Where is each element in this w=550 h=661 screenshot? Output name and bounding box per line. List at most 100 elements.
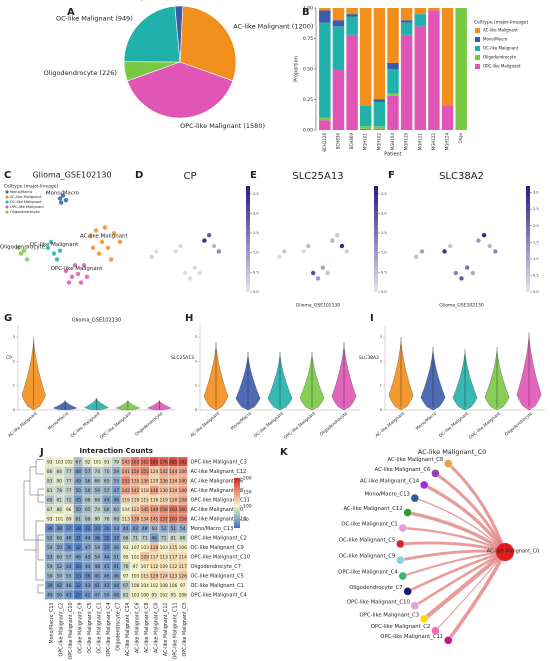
point (99, 239, 105, 245)
cell-label: 136 (141, 478, 149, 484)
colorbar-tick-label: 1.5 (533, 240, 539, 244)
point (330, 238, 335, 243)
x-tick-label: MGH104 (390, 133, 395, 151)
point (216, 249, 221, 254)
colorbar (246, 186, 250, 292)
legend-label: Oligodendrocyte (10, 210, 40, 214)
cell-label: 49 (85, 554, 91, 560)
cell-label: 48 (66, 583, 72, 589)
legend-label: OPC-like Malignant (10, 205, 44, 209)
bar-segment (387, 62, 399, 69)
cell-label: 45 (95, 573, 101, 579)
x-tick-label: Mono/Macro (47, 410, 70, 430)
legend-swatch (475, 37, 480, 42)
cell-label: 128 (169, 497, 177, 503)
point (464, 265, 470, 270)
cell-label: 120 (150, 478, 158, 484)
cell-label: 68 (85, 497, 91, 503)
x-tick-label: AC-like Malignant (374, 410, 405, 437)
cell-label: 46 (114, 497, 120, 503)
cell-label: 112 (150, 564, 158, 570)
cell-label: 68 (95, 497, 101, 503)
x-tick-label: AC-like Malignant (189, 410, 220, 437)
point (149, 254, 154, 259)
legend-label: Mono/Macro (483, 37, 508, 42)
cell-label: 181 (179, 459, 187, 465)
cell-label: 65 (104, 478, 110, 484)
point (453, 270, 459, 276)
cell-label: 106 (179, 592, 187, 598)
point (63, 268, 69, 274)
row-label: AC-like Malignant_C14 (191, 516, 247, 522)
cell-label: 113 (160, 554, 168, 560)
point (48, 239, 54, 245)
cell-label: 101 (93, 459, 101, 465)
edge (446, 551, 507, 642)
cell-label: 52 (57, 564, 63, 570)
cell-label: 50 (76, 507, 82, 513)
cell-label: 81 (57, 497, 63, 503)
cell-label: 76 (104, 516, 110, 522)
colorbar-tick-label: 0.0 (253, 290, 259, 294)
panel-letter: G (4, 313, 12, 324)
cell-label: 77 (66, 478, 72, 484)
chart-title: CP (183, 171, 196, 182)
legend-label: OC-like Malignant (483, 46, 519, 51)
bar-segment (400, 22, 413, 35)
cell-label: 33 (76, 573, 82, 579)
bar-segment (400, 8, 413, 21)
cell-label: 80 (95, 516, 101, 522)
x-tick-label: BCH869 (349, 133, 354, 150)
point (69, 274, 75, 279)
y-tick-label: 0.00 (303, 128, 313, 134)
cell-label: 51 (114, 554, 120, 560)
edge (407, 550, 506, 593)
column-label: OPC-like Malignant_C4 (106, 603, 112, 657)
bar-segment (400, 20, 413, 23)
point (72, 263, 78, 268)
cell-label: 71 (161, 535, 167, 541)
cell-label: 135 (131, 478, 139, 484)
edge (402, 526, 506, 554)
cell-label: 141 (122, 469, 130, 475)
colorbar-tick-label: 0.5 (253, 270, 259, 274)
cell-label: 102 (65, 459, 73, 465)
x-tick-label: Oligodendrocyte (134, 410, 164, 436)
cell-label: 93 (47, 459, 53, 465)
cell-label: 134 (169, 478, 177, 484)
node (396, 539, 405, 549)
cell-label: 138 (179, 497, 187, 503)
row-label: OC-like Malignant_C9 (191, 545, 244, 551)
column-label: AC-like Malignant_C12 (163, 603, 169, 657)
cell-label: 36 (66, 545, 72, 551)
cell-label: 117 (169, 554, 177, 560)
cell-label: 67 (76, 459, 82, 465)
point (60, 193, 66, 198)
y-tick-label: 2 (380, 359, 382, 363)
cell-label: 48 (114, 592, 120, 598)
panel-letter: E (250, 170, 257, 181)
point (87, 234, 93, 239)
node (396, 555, 405, 565)
cell-label: 77 (66, 488, 72, 494)
cell-label: 106 (179, 545, 187, 551)
cell-label: 44 (66, 564, 72, 570)
cell-label: 113 (122, 516, 130, 522)
cell-label: 72 (66, 497, 72, 503)
node (431, 626, 440, 635)
column-label: OC-like Malignant_C1 (96, 603, 102, 654)
node-label: AC-like Malignant_C6 (375, 467, 431, 473)
cell-label: 43 (66, 592, 72, 598)
cell-label: 37 (66, 526, 72, 532)
cell-label: 185 (169, 459, 177, 465)
cell-label: 49 (47, 592, 53, 598)
cell-label: 126 (179, 573, 187, 579)
x-tick-label: OC-like Malignant (69, 410, 101, 438)
y-tick-label: 0.25 (303, 97, 313, 103)
cell-label: 152 (122, 478, 130, 484)
cell-label: 74 (95, 469, 101, 475)
cell-label: 140 (179, 478, 187, 484)
point (154, 249, 159, 254)
node-label: OPC-like Malignant_C2 (371, 624, 431, 630)
point (18, 251, 24, 256)
